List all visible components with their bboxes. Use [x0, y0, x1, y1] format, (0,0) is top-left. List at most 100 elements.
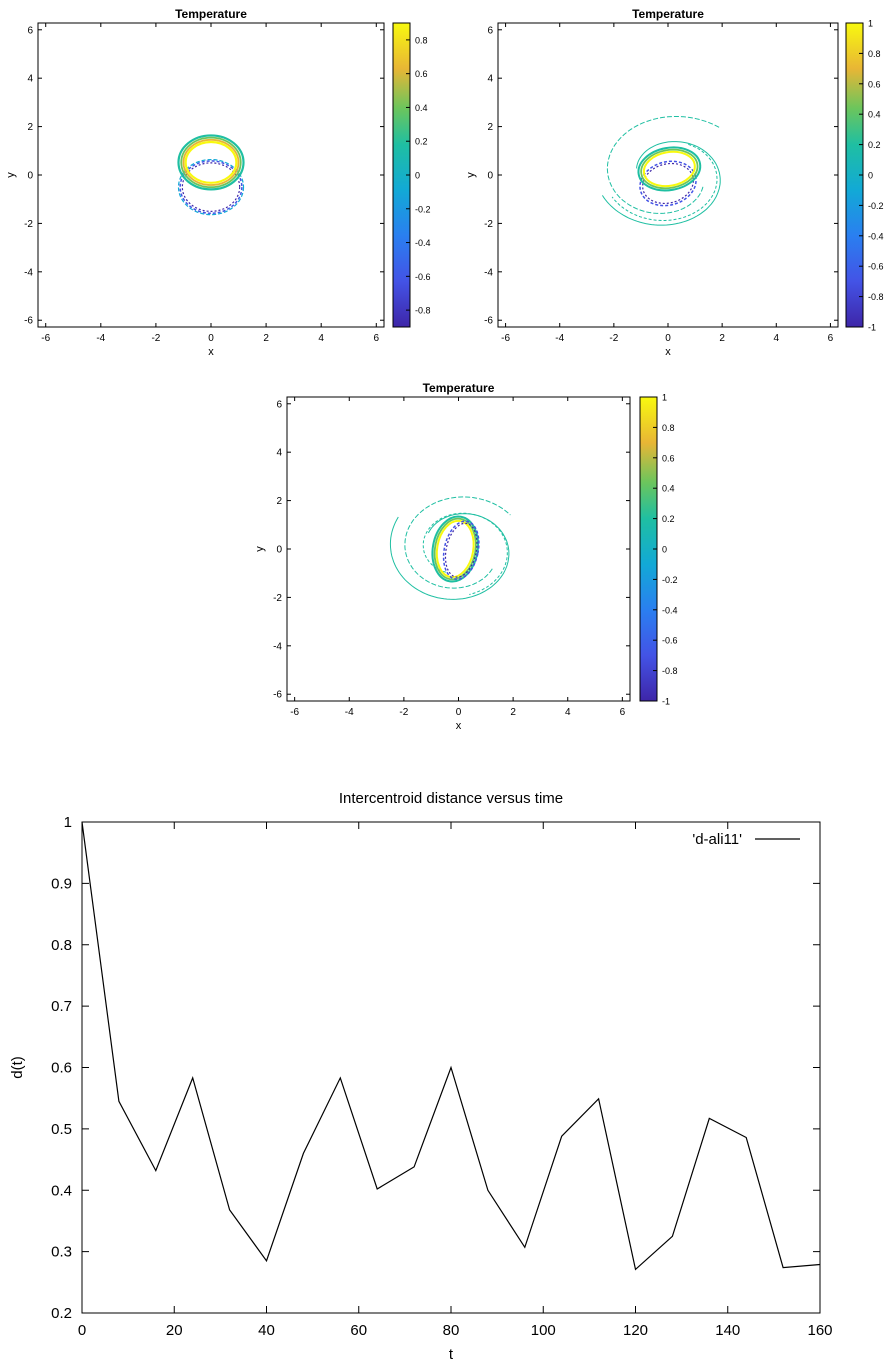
y-tick-label: -2: [273, 593, 282, 604]
x-tick-label: 60: [350, 1322, 367, 1339]
x-axis-label: x: [665, 346, 671, 358]
y-tick-label: 2: [27, 122, 33, 133]
legend-label: 'd-ali11': [692, 831, 742, 848]
y-axis-label: y: [254, 546, 266, 552]
colorbar-tick-label: 0.2: [662, 514, 675, 524]
y-tick-label: 4: [27, 74, 33, 85]
y-tick-label: -4: [484, 267, 493, 278]
y-tick-label: 0.5: [51, 1121, 72, 1138]
contour-panel-2: Temperature -6 -4 -2 0 2 4 6 -6 -4 -2 0 2 4 6 x y 1 0.8 0.6…: [465, 7, 884, 358]
colorbar-tick-label: 0.4: [662, 484, 675, 494]
colorbar-tick-label: 0.8: [662, 423, 675, 433]
y-tick-label: -6: [24, 316, 33, 327]
colorbar-tick-label: -0.4: [662, 605, 678, 615]
plot-frame: [286, 396, 631, 702]
y-tick-label: 0.3: [51, 1244, 72, 1261]
colorbar-tick-label: -0.8: [662, 666, 678, 676]
colorbar-tick-label: -0.8: [868, 292, 884, 302]
colorbar-tick-label: 1: [868, 19, 873, 29]
contour-line: [180, 136, 242, 189]
colorbar-tick-label: -0.8: [415, 306, 431, 316]
colorbar-tick-label: 0.2: [868, 140, 881, 150]
colorbar-tick-label: -1: [662, 697, 670, 707]
contour-line: [179, 160, 243, 215]
x-tick-label: -4: [345, 707, 354, 718]
contour-line: [177, 134, 245, 191]
x-tick-label: 0: [456, 707, 462, 718]
contour-panel-1: Temperature -6 -4 -2 0 2 4 6 -6 -4 -2 0 2 4 6 x y 0.8 0.6 0…: [5, 7, 431, 358]
colorbar-tick-label: 0.8: [868, 49, 881, 59]
contour-lines: [601, 116, 721, 226]
x-tick-label: 0: [78, 1322, 86, 1339]
x-tick-label: 4: [565, 707, 571, 718]
x-tick-label: 4: [773, 333, 779, 344]
y-tick-label: 0.7: [51, 998, 72, 1015]
colorbar-tick-label: 0.8: [415, 35, 428, 45]
x-tick-label: -6: [290, 707, 299, 718]
y-tick-label: 0.6: [51, 1060, 72, 1077]
x-tick-label: 6: [374, 333, 380, 344]
colorbar-tick-label: -0.6: [662, 636, 678, 646]
colorbar-tick-label: 0.2: [415, 137, 428, 147]
contour-line: [601, 141, 721, 226]
y-tick-label: 4: [487, 74, 493, 85]
contour-lines: [177, 134, 245, 216]
panel-title: Temperature: [423, 381, 495, 395]
x-tick-label: 20: [166, 1322, 183, 1339]
y-tick-label: 0: [487, 171, 493, 182]
y-tick-label: 0.8: [51, 937, 72, 954]
y-axis-label: y: [5, 172, 17, 178]
x-tick-label: 100: [531, 1322, 556, 1339]
contour-line: [422, 512, 508, 595]
y-tick-label: -6: [273, 690, 282, 701]
colorbar-tick-label: 1: [662, 393, 667, 403]
x-tick-label: 140: [715, 1322, 740, 1339]
y-tick-label: -2: [484, 219, 493, 230]
x-tick-label: 80: [443, 1322, 460, 1339]
chart-title: Intercentroid distance versus time: [339, 790, 563, 807]
y-tick-label: 6: [27, 25, 33, 36]
x-tick-label: 2: [510, 707, 516, 718]
contour-line: [444, 522, 478, 578]
y-tick-label: 2: [276, 496, 282, 507]
x-tick-label: -4: [555, 333, 564, 344]
x-tick-label: 120: [623, 1322, 648, 1339]
x-axis-label: x: [456, 720, 462, 732]
x-tick-label: 40: [258, 1322, 275, 1339]
x-tick-label: 160: [807, 1322, 832, 1339]
x-tick-label: -2: [151, 333, 160, 344]
colorbar-tick-label: 0.4: [415, 103, 428, 113]
contour-line: [181, 162, 241, 212]
colorbar-tick-label: 0: [662, 545, 667, 555]
x-tick-label: -6: [41, 333, 50, 344]
x-tick-label: -2: [399, 707, 408, 718]
contour-line: [442, 520, 480, 581]
x-axis-label: x: [208, 346, 214, 358]
x-tick-label: -2: [609, 333, 618, 344]
contour-line: [184, 140, 238, 184]
y-tick-label: 0: [276, 545, 282, 556]
x-axis-label: t: [449, 1346, 454, 1363]
contour-line: [177, 158, 245, 216]
panel-title: Temperature: [175, 7, 247, 21]
x-tick-label: 2: [263, 333, 269, 344]
x-tick-label: 6: [828, 333, 834, 344]
contour-line: [640, 148, 699, 190]
colorbar-tick-label: -0.4: [415, 238, 431, 248]
x-tick-label: 6: [620, 707, 626, 718]
contour-line: [639, 160, 697, 207]
y-tick-label: -2: [24, 219, 33, 230]
x-tick-label: -4: [96, 333, 105, 344]
y-tick-label: 6: [276, 399, 282, 410]
colorbar-tick-label: 0.6: [662, 453, 675, 463]
colorbar-tick-label: 0.6: [868, 79, 881, 89]
colorbar-tick-label: 0: [868, 171, 873, 181]
contour-lines: [389, 496, 511, 600]
contour-line: [182, 138, 240, 186]
colorbar-tick-label: -0.6: [415, 272, 431, 282]
y-tick-label: 0.4: [51, 1182, 72, 1199]
colorbar-tick-label: -0.2: [415, 204, 431, 214]
y-tick-label: 2: [487, 122, 493, 133]
contour-line: [606, 116, 720, 214]
